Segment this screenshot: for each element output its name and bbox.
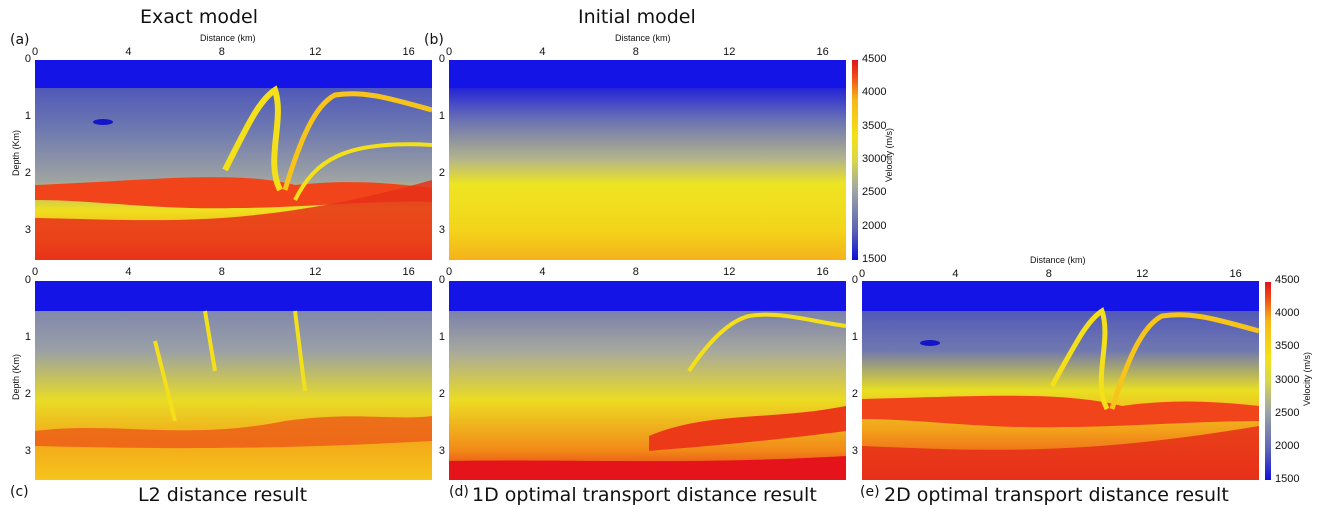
x-tick-label: 16 — [816, 266, 829, 278]
x-tick-label: 0 — [858, 268, 866, 280]
x-tick-label: 12 — [309, 266, 322, 278]
panel-e-title: 2D optimal transport distance result — [884, 484, 1229, 506]
y-tick-label: 1 — [851, 330, 858, 343]
y-tick-label: 1 — [438, 330, 445, 343]
colorbar-tick-label: 4500 — [1275, 274, 1300, 286]
x-tick-label: 12 — [309, 46, 322, 58]
panel-a-title: Exact model — [140, 6, 258, 28]
x-tick-label: 8 — [1045, 268, 1052, 280]
colorbar-bottom — [1265, 282, 1271, 480]
y-tick-label: 2 — [24, 387, 31, 400]
y-tick-label: 0 — [438, 274, 445, 286]
y-tick-label: 2 — [24, 167, 31, 180]
x-tick-label: 8 — [632, 266, 639, 278]
x-tick-label: 16 — [1229, 268, 1242, 280]
panel-e-xlabel: Distance (km) — [1030, 255, 1086, 265]
x-tick-label: 4 — [952, 268, 959, 280]
colorbar-tick-label: 2000 — [862, 219, 887, 232]
y-tick-label: 3 — [851, 444, 858, 457]
colorbar-tick-label: 3500 — [862, 119, 887, 132]
y-tick-label: 0 — [24, 53, 31, 65]
y-tick-label: 2 — [851, 387, 858, 400]
panel-e-label: (e) — [860, 484, 880, 500]
x-tick-label: 16 — [402, 46, 415, 58]
y-tick-label: 2 — [438, 167, 445, 180]
panel-b-xlabel: Distance (km) — [615, 33, 671, 43]
x-tick-label: 4 — [539, 46, 546, 58]
x-tick-label: 4 — [539, 266, 546, 278]
x-tick-label: 8 — [632, 46, 639, 58]
x-tick-label: 4 — [125, 46, 132, 58]
panel-b-label: (b) — [424, 32, 444, 48]
panel-d-field — [449, 281, 846, 480]
y-tick-label: 0 — [438, 53, 445, 65]
x-tick-label: 8 — [218, 46, 225, 58]
x-tick-label: 16 — [816, 46, 829, 58]
x-tick-label: 12 — [723, 46, 736, 58]
x-tick-label: 0 — [31, 46, 39, 58]
colorbar-tick-label: 3500 — [1275, 340, 1300, 353]
colorbar-bottom-label: Velocity (m/s) — [1302, 352, 1312, 407]
panel-b-title: Initial model — [578, 6, 696, 28]
panel-c-label: (c) — [10, 484, 29, 500]
y-tick-label: 0 — [851, 274, 858, 286]
panel-a-xlabel: Distance (km) — [200, 33, 256, 43]
x-tick-label: 4 — [125, 266, 132, 278]
panel-a-label: (a) — [10, 32, 30, 48]
colorbar-tick-label: 3000 — [862, 153, 887, 165]
colorbar-tick-label: 4500 — [862, 53, 887, 65]
panel-d-label: (d) — [449, 484, 469, 500]
y-tick-label: 1 — [24, 110, 31, 123]
panel-a-ylabel: Depth (Km) — [11, 130, 21, 177]
y-tick-label: 3 — [24, 224, 31, 237]
x-tick-label: 16 — [402, 266, 415, 278]
panel-c-field — [35, 281, 432, 480]
x-tick-label: 8 — [218, 266, 225, 278]
y-tick-label: 0 — [24, 274, 31, 286]
colorbar-tick-label: 4000 — [862, 86, 887, 99]
y-tick-label: 3 — [438, 224, 445, 237]
colorbar-tick-label: 2500 — [862, 186, 887, 199]
x-tick-label: 0 — [31, 266, 39, 278]
colorbar-tick-label: 3000 — [1275, 373, 1300, 386]
y-tick-label: 3 — [24, 444, 31, 457]
y-tick-label: 1 — [24, 330, 31, 343]
colorbar-tick-label: 1500 — [862, 253, 887, 265]
x-tick-label: 0 — [445, 46, 453, 58]
panel-c-title: L2 distance result — [138, 484, 308, 506]
y-tick-label: 1 — [438, 110, 445, 123]
colorbar-top — [852, 60, 858, 260]
colorbar-tick-label: 2500 — [1275, 406, 1300, 419]
panel-c-ylabel: Depth (Km) — [11, 354, 21, 401]
panel-d-title: 1D optimal transport distance result — [472, 484, 817, 506]
x-tick-label: 0 — [445, 266, 453, 278]
colorbar-tick-label: 4000 — [1275, 307, 1300, 320]
colorbar-tick-label: 2000 — [1275, 439, 1300, 452]
x-tick-label: 12 — [1136, 268, 1149, 280]
panel-e-field — [862, 281, 1259, 480]
x-tick-label: 12 — [723, 266, 736, 278]
panel-a-field — [35, 60, 432, 260]
y-tick-label: 2 — [438, 387, 445, 400]
panel-b-field — [449, 60, 846, 260]
colorbar-tick-label: 1500 — [1275, 473, 1300, 485]
y-tick-label: 3 — [438, 444, 445, 457]
